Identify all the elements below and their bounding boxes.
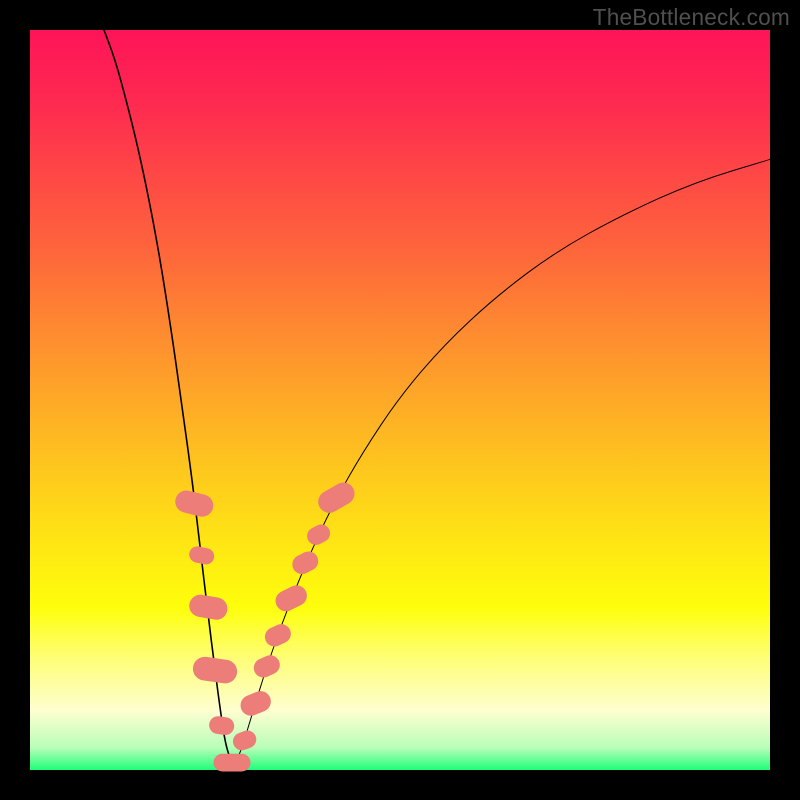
curve-marker [304, 521, 333, 548]
curve-marker [187, 593, 229, 622]
marker-layer [0, 0, 800, 800]
curve-marker [251, 652, 283, 680]
curve-marker [237, 688, 274, 719]
curve-marker [173, 488, 216, 519]
curve-marker [191, 655, 238, 685]
curve-marker [188, 545, 216, 566]
curve-marker [314, 478, 358, 516]
curve-marker [230, 728, 258, 753]
curve-marker [272, 582, 310, 615]
curve-marker [214, 754, 251, 772]
curve-marker [262, 621, 294, 650]
curve-marker [289, 548, 321, 577]
attribution-label: TheBottleneck.com [593, 4, 790, 31]
curve-marker [208, 715, 235, 736]
